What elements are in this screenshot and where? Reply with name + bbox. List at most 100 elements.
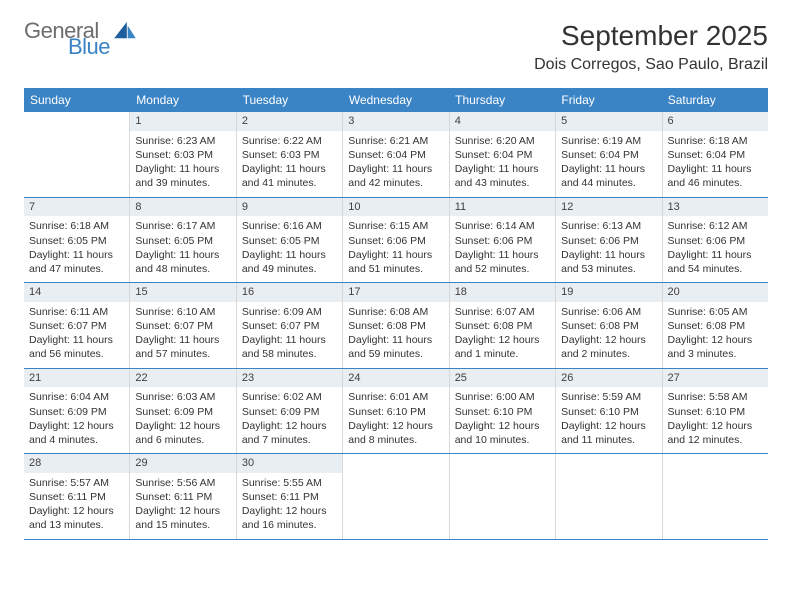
sunrise-text: Sunrise: 6:19 AM — [561, 134, 656, 148]
daylight-text: Daylight: 12 hours — [561, 419, 656, 433]
day-number-row: 28 — [24, 454, 129, 473]
day-number: 9 — [242, 201, 248, 213]
daylight-text: and 13 minutes. — [29, 518, 124, 532]
calendar-cell: 28Sunrise: 5:57 AMSunset: 6:11 PMDayligh… — [24, 454, 130, 539]
daylight-text: Daylight: 11 hours — [668, 162, 763, 176]
day-number-row: 6 — [663, 112, 768, 131]
calendar-cell: 3Sunrise: 6:21 AMSunset: 6:04 PMDaylight… — [343, 112, 449, 197]
daylight-text: Daylight: 11 hours — [242, 333, 337, 347]
day-number-row: 19 — [556, 283, 661, 302]
day-number-row: 22 — [130, 369, 235, 388]
daylight-text: Daylight: 11 hours — [242, 162, 337, 176]
daylight-text: and 47 minutes. — [29, 262, 124, 276]
daylight-text: and 10 minutes. — [455, 433, 550, 447]
daylight-text: Daylight: 11 hours — [29, 333, 124, 347]
daylight-text: and 7 minutes. — [242, 433, 337, 447]
brand-word-2: Blue — [68, 36, 110, 58]
sunrise-text: Sunrise: 6:03 AM — [135, 390, 230, 404]
day-number-row: 29 — [130, 454, 235, 473]
day-number: 29 — [135, 457, 147, 469]
daylight-text: Daylight: 11 hours — [455, 248, 550, 262]
sunrise-text: Sunrise: 5:55 AM — [242, 476, 337, 490]
sunrise-text: Sunrise: 6:14 AM — [455, 219, 550, 233]
sunrise-text: Sunrise: 6:12 AM — [668, 219, 763, 233]
sunrise-text: Sunrise: 5:56 AM — [135, 476, 230, 490]
calendar-cell-empty — [450, 454, 556, 539]
calendar-cell: 26Sunrise: 5:59 AMSunset: 6:10 PMDayligh… — [556, 369, 662, 454]
weekday-header: Sunday — [24, 88, 130, 112]
daylight-text: Daylight: 12 hours — [348, 419, 443, 433]
day-number-row: 17 — [343, 283, 448, 302]
sunrise-text: Sunrise: 6:20 AM — [455, 134, 550, 148]
day-number: 27 — [668, 372, 680, 384]
calendar: SundayMondayTuesdayWednesdayThursdayFrid… — [24, 88, 768, 540]
day-number-row: 26 — [556, 369, 661, 388]
sunrise-text: Sunrise: 6:05 AM — [668, 305, 763, 319]
calendar-cell: 1Sunrise: 6:23 AMSunset: 6:03 PMDaylight… — [130, 112, 236, 197]
calendar-cell: 14Sunrise: 6:11 AMSunset: 6:07 PMDayligh… — [24, 283, 130, 368]
daylight-text: Daylight: 11 hours — [668, 248, 763, 262]
calendar-cell: 27Sunrise: 5:58 AMSunset: 6:10 PMDayligh… — [663, 369, 768, 454]
weekday-header: Thursday — [449, 88, 555, 112]
day-number: 10 — [348, 201, 360, 213]
calendar-cell: 25Sunrise: 6:00 AMSunset: 6:10 PMDayligh… — [450, 369, 556, 454]
calendar-cell: 11Sunrise: 6:14 AMSunset: 6:06 PMDayligh… — [450, 198, 556, 283]
sunset-text: Sunset: 6:07 PM — [242, 319, 337, 333]
sunset-text: Sunset: 6:11 PM — [29, 490, 124, 504]
daylight-text: and 1 minute. — [455, 347, 550, 361]
title-block: September 2025 Dois Corregos, Sao Paulo,… — [534, 20, 768, 74]
sunrise-text: Sunrise: 6:08 AM — [348, 305, 443, 319]
daylight-text: Daylight: 11 hours — [561, 162, 656, 176]
day-number: 15 — [135, 286, 147, 298]
daylight-text: Daylight: 11 hours — [242, 248, 337, 262]
location-subtitle: Dois Corregos, Sao Paulo, Brazil — [534, 56, 768, 74]
daylight-text: Daylight: 11 hours — [135, 333, 230, 347]
daylight-text: and 59 minutes. — [348, 347, 443, 361]
daylight-text: Daylight: 12 hours — [135, 504, 230, 518]
sunset-text: Sunset: 6:06 PM — [348, 234, 443, 248]
daylight-text: and 41 minutes. — [242, 176, 337, 190]
calendar-week: 7Sunrise: 6:18 AMSunset: 6:05 PMDaylight… — [24, 198, 768, 284]
daylight-text: and 52 minutes. — [455, 262, 550, 276]
sunset-text: Sunset: 6:08 PM — [668, 319, 763, 333]
calendar-cell: 23Sunrise: 6:02 AMSunset: 6:09 PMDayligh… — [237, 369, 343, 454]
daylight-text: and 44 minutes. — [561, 176, 656, 190]
day-number: 11 — [455, 201, 466, 213]
month-title: September 2025 — [534, 20, 768, 52]
day-number: 6 — [668, 115, 674, 127]
sunrise-text: Sunrise: 6:04 AM — [29, 390, 124, 404]
calendar-cell: 19Sunrise: 6:06 AMSunset: 6:08 PMDayligh… — [556, 283, 662, 368]
daylight-text: Daylight: 11 hours — [561, 248, 656, 262]
calendar-cell: 9Sunrise: 6:16 AMSunset: 6:05 PMDaylight… — [237, 198, 343, 283]
calendar-cell: 22Sunrise: 6:03 AMSunset: 6:09 PMDayligh… — [130, 369, 236, 454]
day-number-row: 16 — [237, 283, 342, 302]
daylight-text: Daylight: 11 hours — [348, 248, 443, 262]
sunset-text: Sunset: 6:04 PM — [561, 148, 656, 162]
daylight-text: Daylight: 12 hours — [561, 333, 656, 347]
sunrise-text: Sunrise: 5:57 AM — [29, 476, 124, 490]
sunrise-text: Sunrise: 6:02 AM — [242, 390, 337, 404]
daylight-text: and 58 minutes. — [242, 347, 337, 361]
sunset-text: Sunset: 6:04 PM — [668, 148, 763, 162]
sunset-text: Sunset: 6:08 PM — [348, 319, 443, 333]
calendar-cell: 30Sunrise: 5:55 AMSunset: 6:11 PMDayligh… — [237, 454, 343, 539]
sunrise-text: Sunrise: 5:58 AM — [668, 390, 763, 404]
calendar-week: 28Sunrise: 5:57 AMSunset: 6:11 PMDayligh… — [24, 454, 768, 540]
calendar-cell: 12Sunrise: 6:13 AMSunset: 6:06 PMDayligh… — [556, 198, 662, 283]
day-number-row: 23 — [237, 369, 342, 388]
daylight-text: Daylight: 12 hours — [135, 419, 230, 433]
calendar-cell: 17Sunrise: 6:08 AMSunset: 6:08 PMDayligh… — [343, 283, 449, 368]
daylight-text: and 12 minutes. — [668, 433, 763, 447]
sunset-text: Sunset: 6:11 PM — [242, 490, 337, 504]
day-number-row: 11 — [450, 198, 555, 217]
calendar-cell: 4Sunrise: 6:20 AMSunset: 6:04 PMDaylight… — [450, 112, 556, 197]
sunrise-text: Sunrise: 6:15 AM — [348, 219, 443, 233]
calendar-cell: 15Sunrise: 6:10 AMSunset: 6:07 PMDayligh… — [130, 283, 236, 368]
day-number-row: 27 — [663, 369, 768, 388]
day-number: 22 — [135, 372, 147, 384]
sunset-text: Sunset: 6:10 PM — [455, 405, 550, 419]
calendar-week: 14Sunrise: 6:11 AMSunset: 6:07 PMDayligh… — [24, 283, 768, 369]
daylight-text: and 57 minutes. — [135, 347, 230, 361]
daylight-text: and 42 minutes. — [348, 176, 443, 190]
day-number-row: 20 — [663, 283, 768, 302]
